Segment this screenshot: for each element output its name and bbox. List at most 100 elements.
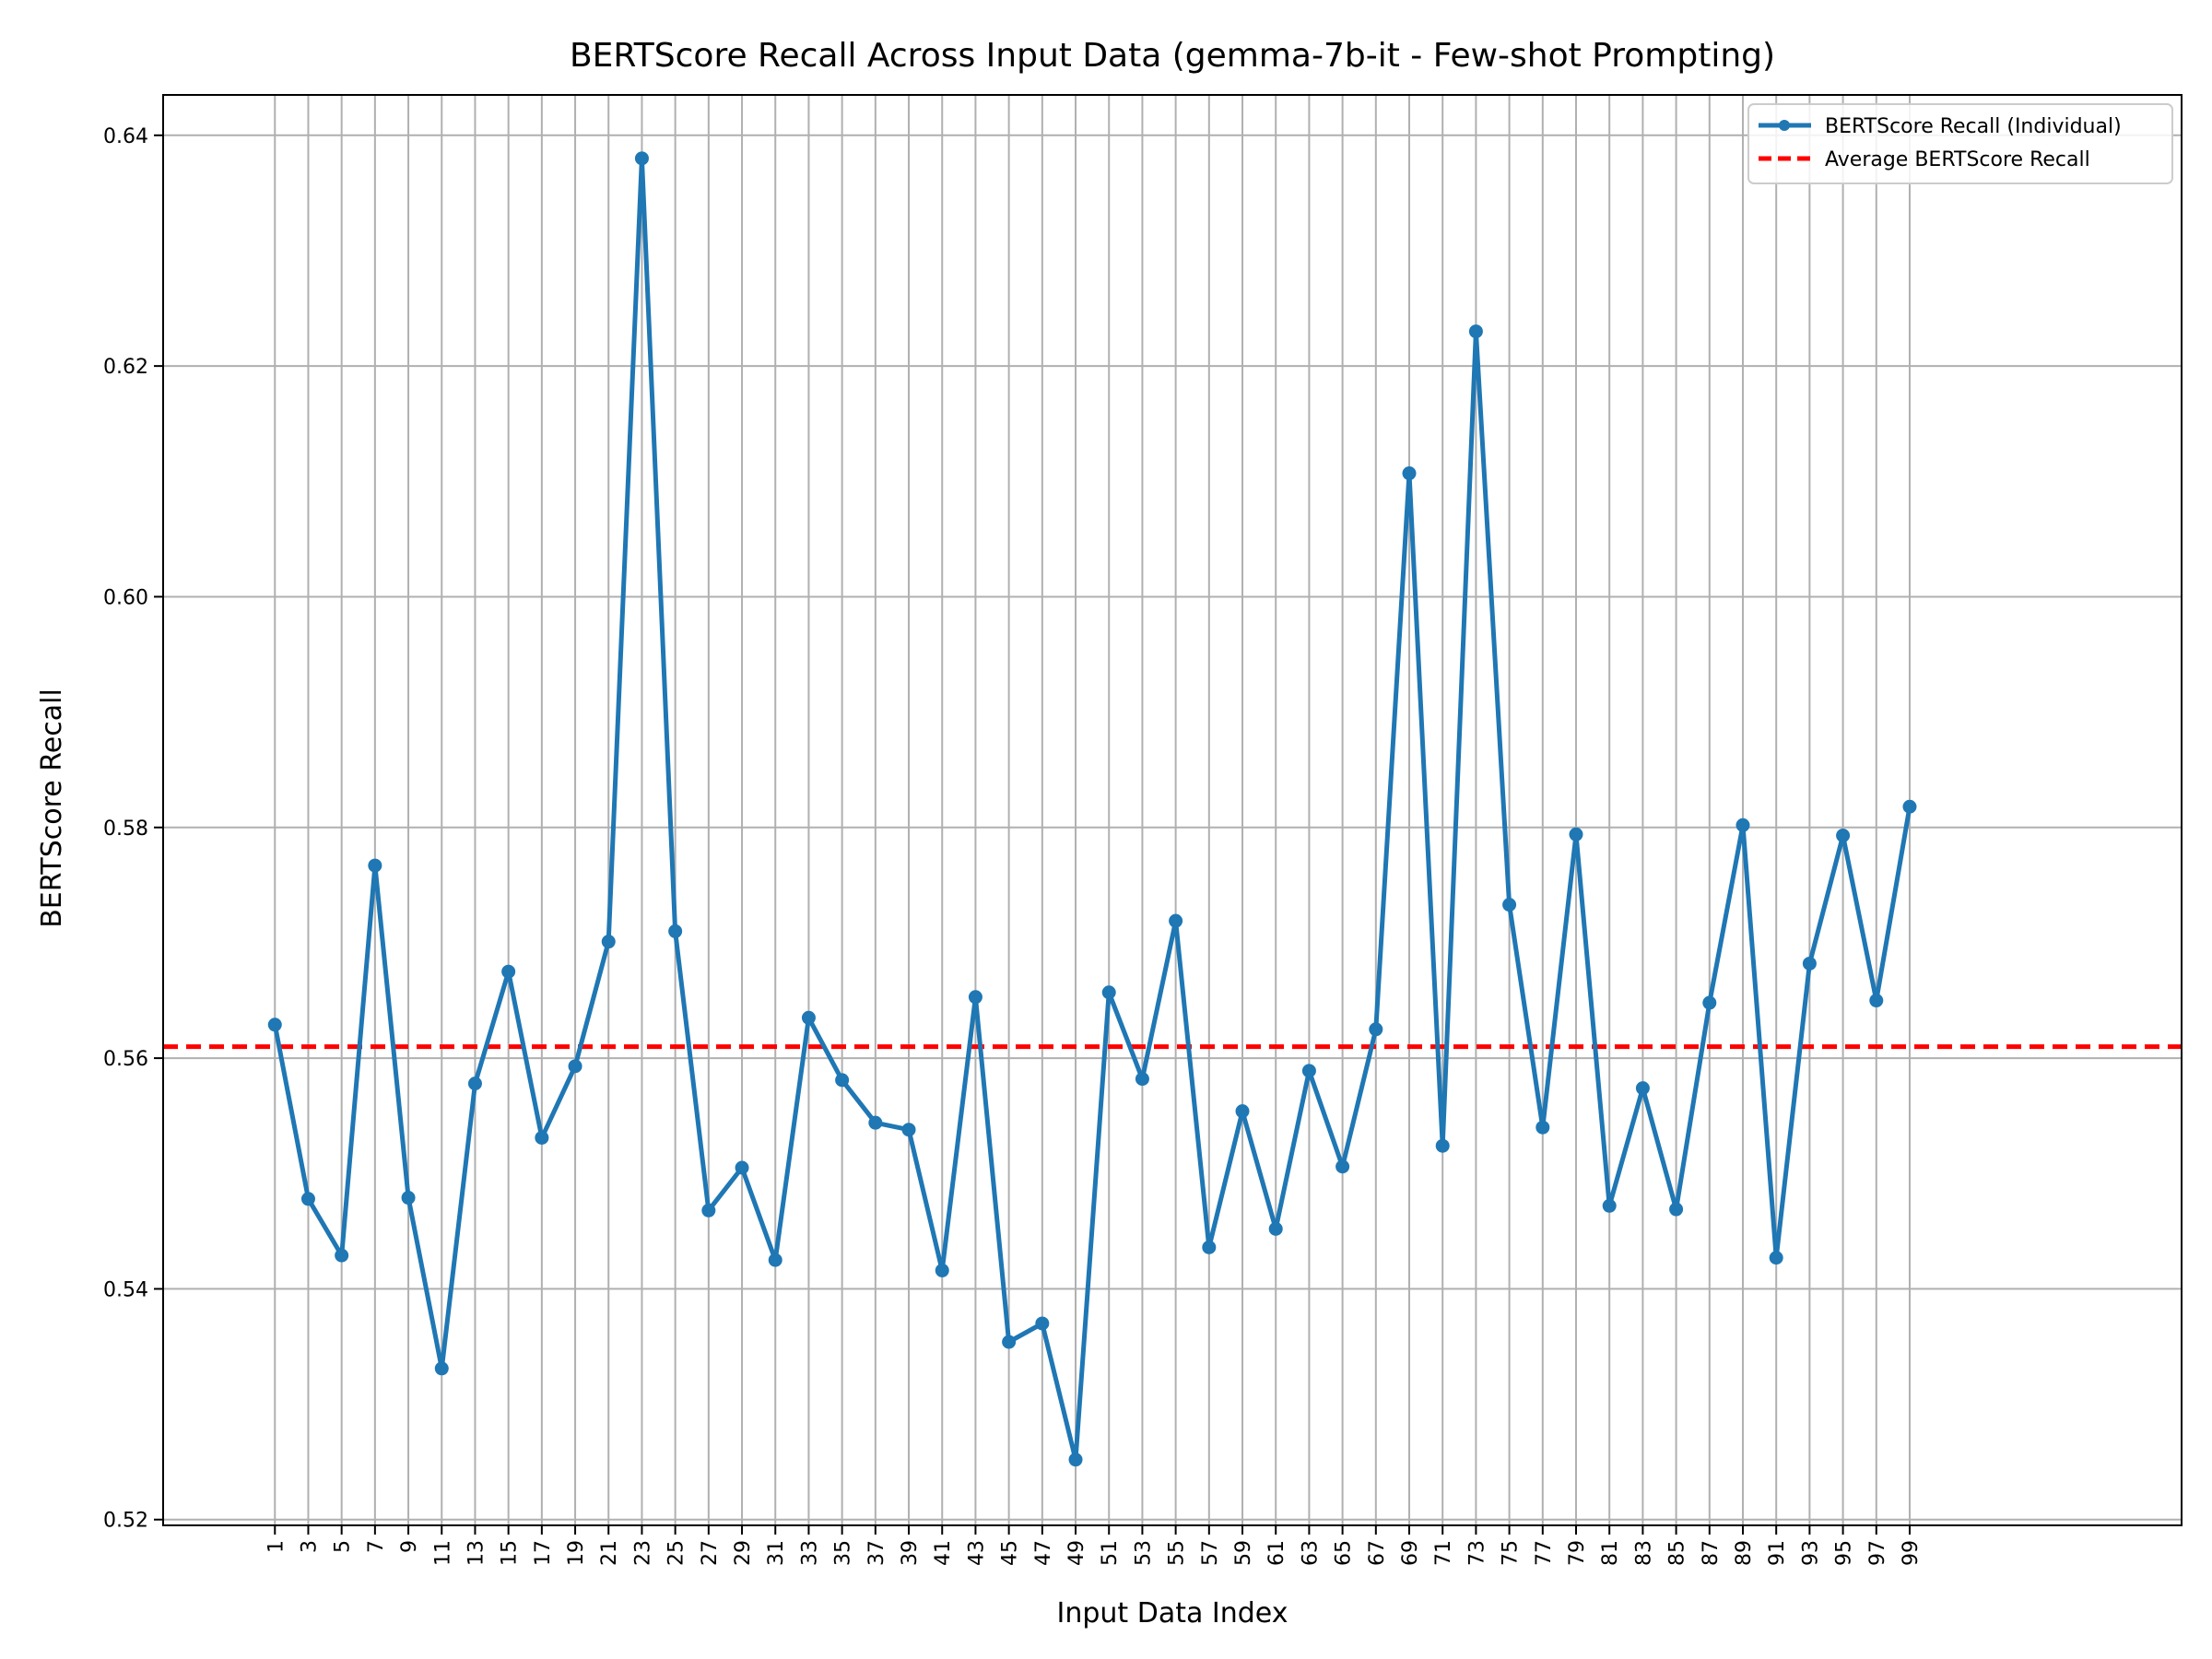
data-point: [1635, 1081, 1650, 1096]
plot-frame: [162, 94, 2183, 1526]
x-tick-label: 85: [1666, 1540, 1689, 1566]
x-axis-label: Input Data Index: [1057, 1597, 1288, 1630]
x-tick-label: 33: [798, 1540, 821, 1566]
x-tick-label: 75: [1500, 1540, 1523, 1566]
series-layer: [267, 151, 1917, 1467]
x-tick-label: 97: [1866, 1540, 1889, 1566]
data-point: [601, 935, 616, 949]
y-tick-label: 0.56: [103, 1048, 148, 1071]
x-tick-label: 37: [865, 1540, 888, 1566]
series-line: [272, 156, 1912, 1463]
legend-marker-series: [1779, 120, 1790, 131]
x-tick-label: 83: [1632, 1540, 1655, 1566]
x-tick-label: 81: [1599, 1540, 1622, 1566]
x-tick-label: 73: [1465, 1540, 1488, 1566]
data-point: [535, 1130, 549, 1145]
data-point: [1702, 995, 1717, 1010]
data-point: [868, 1115, 883, 1130]
x-tick-label: 11: [431, 1540, 454, 1566]
x-tick-label: 69: [1399, 1540, 1422, 1566]
x-tick-label: 3: [298, 1540, 321, 1553]
data-point: [1335, 1159, 1350, 1174]
data-point: [300, 1192, 315, 1206]
y-tick-label: 0.64: [103, 125, 148, 148]
x-tick-label: 21: [598, 1540, 621, 1566]
x-tick-label: 31: [765, 1540, 788, 1566]
data-point: [1802, 956, 1817, 971]
x-tick-label: 35: [832, 1540, 855, 1566]
x-tick-label: 39: [899, 1540, 922, 1566]
data-point: [1235, 1104, 1250, 1119]
x-tick-label: 25: [665, 1540, 688, 1566]
data-point: [935, 1263, 949, 1277]
data-point: [735, 1160, 749, 1175]
x-tick-label: 9: [398, 1540, 421, 1553]
axis-layer: 1 3 5 7 9 11 13 15 17 19 21 23 25 27 29 31 33 35 37 39 41 43 4…: [103, 125, 1923, 1566]
grid-layer: [163, 95, 2182, 1525]
x-tick-label: 53: [1132, 1540, 1155, 1566]
data-point: [1869, 994, 1884, 1008]
x-tick-label: 7: [365, 1540, 388, 1553]
data-point: [1902, 799, 1917, 814]
legend-frame: [1747, 103, 2173, 184]
x-tick-label: 77: [1533, 1540, 1556, 1566]
legend-label-average: Average BERTScore Recall: [1825, 148, 2090, 171]
x-tick-label: 43: [965, 1540, 988, 1566]
data-point: [1035, 1316, 1050, 1331]
x-tick-label: 89: [1733, 1540, 1756, 1566]
data-point: [368, 858, 382, 873]
y-tick-label: 0.52: [103, 1510, 148, 1533]
x-tick-label: 65: [1333, 1540, 1356, 1566]
x-tick-label: 47: [1032, 1540, 1055, 1566]
x-tick-label: 51: [1099, 1540, 1122, 1566]
x-tick-label: 41: [932, 1540, 955, 1566]
data-point: [901, 1123, 916, 1137]
x-tick-label: 27: [699, 1540, 722, 1566]
data-point: [1468, 324, 1483, 339]
data-point: [768, 1253, 782, 1267]
x-tick-label: 17: [532, 1540, 555, 1566]
data-point: [467, 1077, 482, 1091]
x-tick-label: 59: [1232, 1540, 1255, 1566]
data-point: [1135, 1072, 1149, 1087]
x-tick-label: 91: [1766, 1540, 1789, 1566]
x-tick-label: 87: [1700, 1540, 1723, 1566]
data-point: [1569, 827, 1583, 841]
data-point: [1735, 818, 1750, 832]
x-tick-label: 95: [1833, 1540, 1856, 1566]
x-tick-label: 19: [565, 1540, 588, 1566]
data-point: [568, 1059, 582, 1074]
legend: BERTScore Recall (Individual) Average BE…: [1747, 103, 2173, 184]
data-point: [1602, 1198, 1617, 1213]
data-point: [1435, 1138, 1450, 1153]
data-point: [1169, 913, 1183, 928]
data-point: [267, 1018, 282, 1032]
y-axis-label: BERTScore Recall: [36, 688, 68, 928]
x-tick-label: 99: [1900, 1540, 1923, 1566]
data-point: [1669, 1202, 1684, 1217]
x-tick-label: 71: [1432, 1540, 1455, 1566]
data-point: [1068, 1453, 1083, 1467]
x-tick-label: 5: [332, 1540, 355, 1553]
y-tick-label: 0.58: [103, 818, 148, 841]
data-point: [1101, 985, 1116, 1000]
data-point: [968, 990, 982, 1005]
data-point: [634, 151, 649, 166]
x-tick-label: 45: [999, 1540, 1022, 1566]
x-tick-label: 49: [1065, 1540, 1088, 1566]
data-point: [434, 1361, 449, 1376]
data-point: [1268, 1221, 1283, 1236]
data-point: [1002, 1335, 1017, 1349]
y-tick-label: 0.60: [103, 586, 148, 609]
data-point: [1301, 1064, 1316, 1078]
y-tick-label: 0.54: [103, 1278, 148, 1301]
x-tick-label: 1: [265, 1540, 288, 1553]
x-tick-label: 79: [1566, 1540, 1589, 1566]
x-tick-label: 63: [1299, 1540, 1322, 1566]
data-point: [1535, 1120, 1550, 1135]
data-point: [1769, 1251, 1783, 1265]
data-point: [1369, 1022, 1383, 1037]
